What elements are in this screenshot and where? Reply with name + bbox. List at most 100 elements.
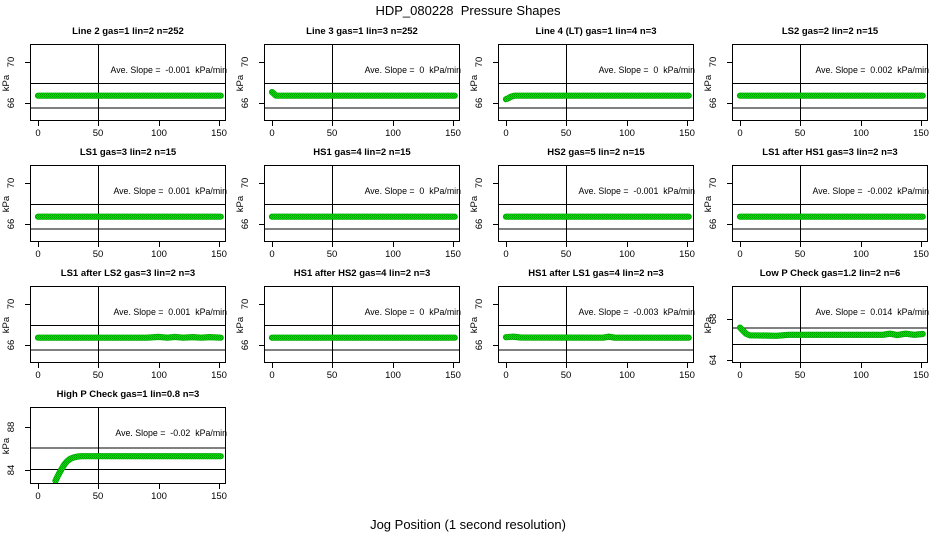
y-axis-unit-label: kPa	[1, 74, 12, 92]
x-tick-label: 150	[211, 249, 227, 260]
panel-plot-svg	[30, 407, 226, 484]
avg-slope-annotation: Ave. Slope = -0.02 kPa/min	[115, 428, 227, 438]
y-tick-mark	[25, 224, 30, 225]
x-tick-mark	[219, 242, 220, 247]
plot-border	[264, 44, 460, 121]
plot-border	[498, 286, 694, 363]
y-tick-mark	[727, 224, 732, 225]
y-tick-label: 66	[6, 97, 17, 109]
x-tick-label: 50	[326, 370, 338, 381]
x-tick-mark	[861, 242, 862, 247]
panel-plot-svg	[30, 165, 226, 242]
x-tick-mark	[566, 121, 567, 126]
y-tick-label: 66	[240, 97, 251, 109]
plot-area	[264, 44, 460, 121]
panel-plot-svg	[264, 286, 460, 363]
plot-border	[732, 165, 928, 242]
y-axis-unit-label: kPa	[469, 316, 480, 334]
y-axis-unit-label: kPa	[469, 74, 480, 92]
y-tick-label: 64	[708, 354, 719, 366]
avg-slope-annotation: Ave. Slope = 0.001 kPa/min	[113, 307, 227, 317]
x-tick-label: 100	[385, 370, 401, 381]
avg-slope-annotation: Ave. Slope = -0.002 kPa/min	[812, 186, 929, 196]
x-tick-mark	[332, 363, 333, 368]
x-tick-label: 150	[211, 370, 227, 381]
y-tick-label: 66	[6, 339, 17, 351]
plot-area	[498, 286, 694, 363]
x-tick-label: 50	[560, 249, 572, 260]
x-tick-label: 0	[269, 370, 275, 381]
x-tick-label: 0	[503, 249, 509, 260]
y-tick-mark	[25, 470, 30, 471]
x-tick-label: 100	[619, 128, 635, 139]
y-tick-mark	[727, 360, 732, 361]
x-tick-mark	[453, 121, 454, 126]
x-tick-label: 100	[385, 249, 401, 260]
y-tick-label: 70	[240, 177, 251, 189]
pressure-panel: LS1 after LS2 gas=3 lin=2 n=3 Ave. Slope …	[0, 266, 234, 387]
y-tick-label: 66	[708, 218, 719, 230]
x-tick-mark	[566, 363, 567, 368]
pressure-panel: Line 4 (LT) gas=1 lin=4 n=3 Ave. Slope = …	[468, 24, 702, 145]
y-axis-unit-label: kPa	[1, 195, 12, 213]
pressure-panel: LS1 gas=3 lin=2 n=15 Ave. Slope = 0.001 k…	[0, 145, 234, 266]
x-tick-label: 0	[35, 370, 41, 381]
y-tick-label: 70	[474, 177, 485, 189]
x-tick-label: 150	[445, 370, 461, 381]
panel-plot-svg	[498, 286, 694, 363]
pressure-panel: Line 3 gas=1 lin=3 n=252 Ave. Slope = 0 k…	[234, 24, 468, 145]
x-tick-mark	[921, 242, 922, 247]
x-tick-mark	[800, 242, 801, 247]
plot-area	[30, 165, 226, 242]
panel-title: LS1 after HS1 gas=3 lin=2 n=3	[762, 147, 898, 158]
avg-slope-annotation: Ave. Slope = 0.001 kPa/min	[113, 186, 227, 196]
x-tick-label: 0	[737, 370, 743, 381]
x-tick-label: 150	[445, 249, 461, 260]
y-tick-mark	[493, 183, 498, 184]
x-tick-label: 100	[853, 370, 869, 381]
panel-plot-svg	[264, 44, 460, 121]
y-tick-mark	[493, 62, 498, 63]
plot-area	[498, 165, 694, 242]
y-tick-label: 70	[474, 298, 485, 310]
plot-border	[264, 286, 460, 363]
x-tick-label: 0	[269, 249, 275, 260]
y-axis-unit-label: kPa	[703, 195, 714, 213]
y-tick-mark	[493, 224, 498, 225]
y-tick-label: 70	[240, 298, 251, 310]
y-tick-mark	[259, 304, 264, 305]
x-tick-label: 50	[92, 249, 104, 260]
y-tick-mark	[259, 183, 264, 184]
plot-area	[30, 286, 226, 363]
x-tick-mark	[219, 484, 220, 489]
x-tick-label: 150	[679, 370, 695, 381]
x-tick-mark	[506, 242, 507, 247]
x-tick-label: 100	[853, 249, 869, 260]
x-tick-mark	[98, 363, 99, 368]
x-tick-mark	[687, 121, 688, 126]
plot-border	[732, 286, 928, 363]
y-tick-label: 70	[6, 56, 17, 68]
page-title: HDP_080228 Pressure Shapes	[375, 3, 561, 18]
y-tick-label: 70	[6, 177, 17, 189]
plot-area	[264, 165, 460, 242]
x-tick-mark	[740, 242, 741, 247]
x-tick-label: 50	[92, 370, 104, 381]
y-tick-mark	[493, 103, 498, 104]
avg-slope-annotation: Ave. Slope = 0 kPa/min	[364, 307, 461, 317]
x-tick-label: 150	[211, 491, 227, 502]
y-tick-mark	[25, 427, 30, 428]
y-tick-mark	[25, 345, 30, 346]
x-tick-label: 150	[679, 128, 695, 139]
plot-area	[30, 407, 226, 484]
x-tick-mark	[393, 121, 394, 126]
plot-border	[30, 407, 226, 484]
panel-plot-svg	[732, 44, 928, 121]
x-tick-label: 100	[385, 128, 401, 139]
plot-border	[498, 165, 694, 242]
x-tick-mark	[272, 242, 273, 247]
pressure-trace	[503, 93, 692, 102]
y-tick-label: 70	[240, 56, 251, 68]
panel-title: HS1 after LS1 gas=4 lin=2 n=3	[528, 268, 664, 279]
